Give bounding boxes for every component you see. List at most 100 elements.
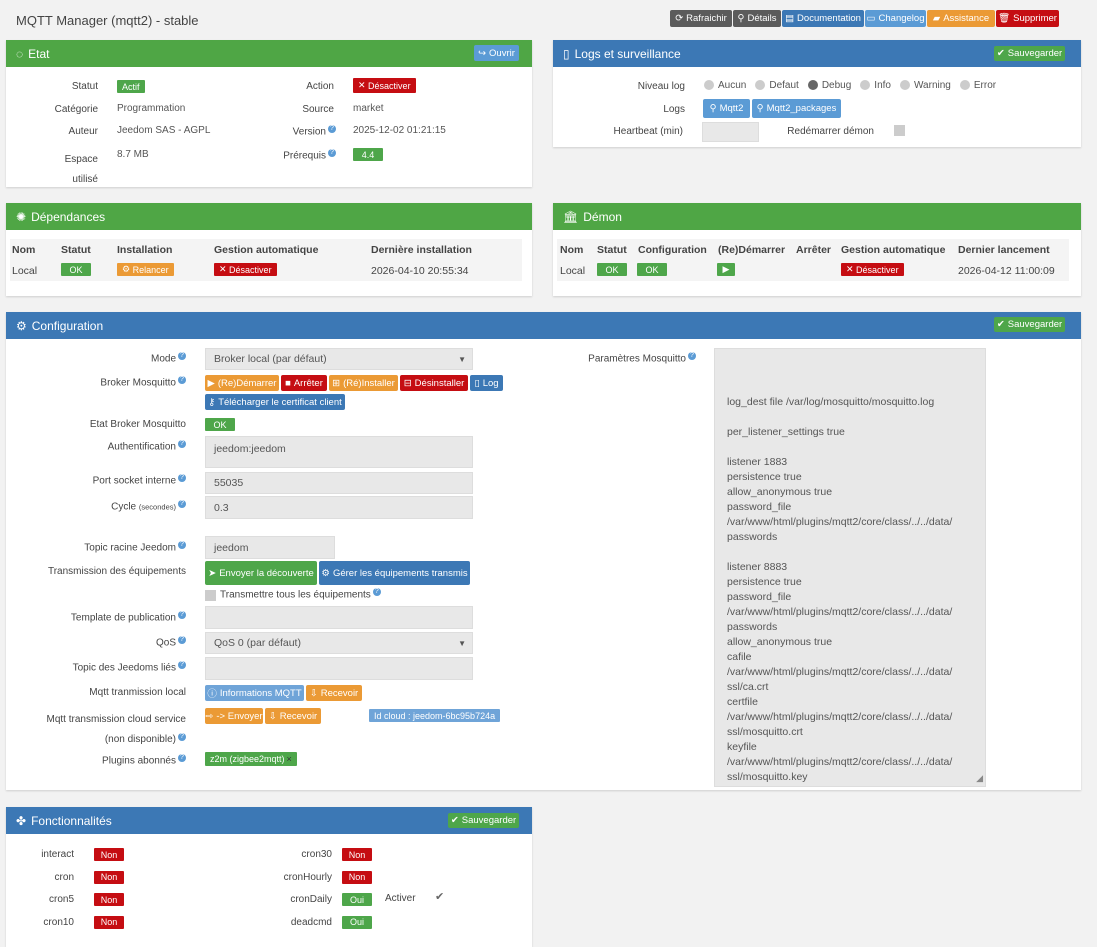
puzzle-icon: ✤ xyxy=(16,813,27,828)
close-icon[interactable]: × xyxy=(286,754,292,764)
send-discovery-button[interactable]: ➤ Envoyer la découverte xyxy=(205,561,317,585)
gears-icon: ⚙ xyxy=(16,318,27,333)
key-icon: ⚷ xyxy=(208,396,216,408)
mode-select[interactable]: Broker local (par défaut) ▼ xyxy=(205,348,473,370)
broker-uninstall-button[interactable]: ⊟ Désinstaller xyxy=(400,375,468,391)
help-icon[interactable]: ? xyxy=(688,352,696,360)
heartbeat-label: Heartbeat (min) xyxy=(613,126,683,137)
help-icon[interactable]: ? xyxy=(178,376,186,384)
radio-aucun[interactable]: Aucun xyxy=(704,80,746,91)
log-mqtt2-packages-button[interactable]: ⚲ Mqtt2_packages xyxy=(752,99,841,118)
fonc-name: cronDaily xyxy=(290,894,332,905)
radio-info[interactable]: Info xyxy=(860,80,891,91)
radio-warning[interactable]: Warning xyxy=(899,80,951,91)
config-save-button[interactable]: ✔ Sauvegarder xyxy=(994,317,1065,332)
dep-relaunch-button[interactable]: ⚙ Relancer xyxy=(117,263,174,276)
help-icon[interactable]: ? xyxy=(178,636,186,644)
fonc-status-badge: Oui xyxy=(342,915,372,929)
help-icon[interactable]: ? xyxy=(372,588,381,596)
help-icon[interactable]: ? xyxy=(328,149,336,157)
cycle-input[interactable]: 0.3 xyxy=(205,496,473,519)
help-icon[interactable]: ? xyxy=(178,732,186,741)
broker-restart-button[interactable]: ▶ (Re)Démarrer xyxy=(205,375,279,391)
logs-save-button[interactable]: ✔ Sauvegarder xyxy=(994,46,1065,61)
heartbeat-input[interactable] xyxy=(702,122,759,142)
radio-defaut[interactable]: Defaut xyxy=(755,80,799,91)
manage-equipments-button[interactable]: ⚙ Gérer les équipements transmis xyxy=(319,561,470,585)
details-button[interactable]: ⚲ Détails xyxy=(733,10,781,27)
params-textarea[interactable]: log_dest file /var/log/mosquitto/mosquit… xyxy=(714,348,986,787)
help-icon[interactable]: ? xyxy=(178,352,186,360)
download-cert-button[interactable]: ⚷ Télécharger le certificat client xyxy=(205,394,345,410)
fonc-name: deadcmd xyxy=(290,916,332,928)
open-button[interactable]: ↪ Ouvrir xyxy=(474,45,519,61)
trash-icon: 🗑 xyxy=(998,13,1011,24)
help-icon[interactable]: ? xyxy=(178,541,186,549)
params-line: ssl/ca.crt xyxy=(727,681,769,693)
local-receive-button[interactable]: ⇩ Recevoir xyxy=(306,685,362,701)
help-icon[interactable]: ? xyxy=(178,661,186,669)
changelog-button[interactable]: ▭ Changelog xyxy=(865,10,926,27)
log-mqtt2-button[interactable]: ⚲ Mqtt2 xyxy=(703,99,750,118)
demon-col-nom: Nom xyxy=(560,244,584,256)
cloud-receive-button[interactable]: ⇩ Recevoir xyxy=(265,708,321,724)
restart-daemon-checkbox[interactable] xyxy=(894,125,905,136)
dep-col-install: Installation xyxy=(117,244,173,256)
broker-log-button[interactable]: ▯ Log xyxy=(470,375,503,391)
demon-start-button[interactable]: ▶ xyxy=(717,263,735,276)
params-line: require_certificate true xyxy=(727,785,973,786)
dep-deactivate-button[interactable]: ✕ Désactiver xyxy=(214,263,277,276)
check-circle-icon: ✔ xyxy=(450,815,459,826)
params-line: ssl/mosquitto.key xyxy=(727,771,808,783)
upload-icon: ⇨ xyxy=(205,710,214,722)
help-icon[interactable]: ? xyxy=(178,474,186,482)
documentation-button[interactable]: ▤ Documentation xyxy=(782,10,864,27)
refresh-icon: ⟳ xyxy=(675,13,684,24)
delete-button[interactable]: 🗑 Supprimer xyxy=(996,10,1059,27)
topic-input[interactable]: jeedom xyxy=(205,536,335,559)
cycle-label: Cycle (secondes)? xyxy=(46,500,186,512)
assistance-button[interactable]: ▰ Assistance xyxy=(927,10,995,27)
refresh-button[interactable]: ⟳ Rafraichir xyxy=(670,10,732,27)
qos-select[interactable]: QoS 0 (par défaut) ▼ xyxy=(205,632,473,654)
page-title: MQTT Manager (mqtt2) - stable xyxy=(16,13,199,28)
linked-label: Topic des Jeedoms liés? xyxy=(46,661,186,673)
linked-input[interactable] xyxy=(205,657,473,680)
template-input[interactable] xyxy=(205,606,473,629)
demon-col-statut: Statut xyxy=(597,244,627,256)
auteur-value: Jeedom SAS - AGPL xyxy=(117,125,211,136)
fonc-save-button[interactable]: ✔ Sauvegarder xyxy=(448,813,519,828)
radio-debug[interactable]: Debug xyxy=(807,80,851,91)
help-icon[interactable]: ? xyxy=(178,500,186,508)
version-value: 2025-12-02 01:21:15 xyxy=(353,125,446,136)
plugin-tag[interactable]: z2m (zigbee2mqtt) × xyxy=(205,752,297,766)
params-line: /var/www/html/plugins/mqtt2/core/class/.… xyxy=(727,711,953,723)
help-icon[interactable]: ? xyxy=(178,754,186,762)
dep-col-gestion: Gestion automatique xyxy=(214,244,319,256)
port-input[interactable]: 55035 xyxy=(205,472,473,494)
search-icon: ⚲ xyxy=(737,13,745,24)
stop-icon: ■ xyxy=(285,377,291,389)
deactivate-plugin-button[interactable]: ✕ Désactiver xyxy=(353,78,416,93)
info-mqtt-button[interactable]: ⓘ Informations MQTT xyxy=(205,685,304,701)
help-icon[interactable]: ? xyxy=(328,125,336,133)
fonctionnalites-header: ✤ Fonctionnalités xyxy=(6,807,532,834)
broker-install-button[interactable]: ⊞ (Ré)Installer xyxy=(329,375,398,391)
broker-stop-button[interactable]: ■ Arrêter xyxy=(281,375,327,391)
bicycle-icon: ⚙ xyxy=(122,264,133,274)
activer-checkbox[interactable]: ✔ xyxy=(435,891,445,903)
help-icon[interactable]: ? xyxy=(178,440,186,448)
file-icon: ▯ xyxy=(474,377,480,389)
cloud-send-button[interactable]: ⇨ -> Envoyer xyxy=(205,708,263,724)
help-icon[interactable]: ? xyxy=(178,611,186,619)
auth-input[interactable]: jeedom:jeedom xyxy=(205,436,473,468)
demon-deactivate-button[interactable]: ✕ Désactiver xyxy=(841,263,904,276)
resize-handle-icon[interactable]: ◢ xyxy=(976,773,983,783)
dep-col-statut: Statut xyxy=(61,244,91,256)
transmit-all-checkbox[interactable] xyxy=(205,590,216,601)
niveau-log-label: Niveau log xyxy=(637,81,685,92)
params-line: password_file xyxy=(727,591,792,603)
params-line: passwords xyxy=(727,531,778,543)
source-value: market xyxy=(353,103,384,114)
radio-error[interactable]: Error xyxy=(959,80,996,91)
